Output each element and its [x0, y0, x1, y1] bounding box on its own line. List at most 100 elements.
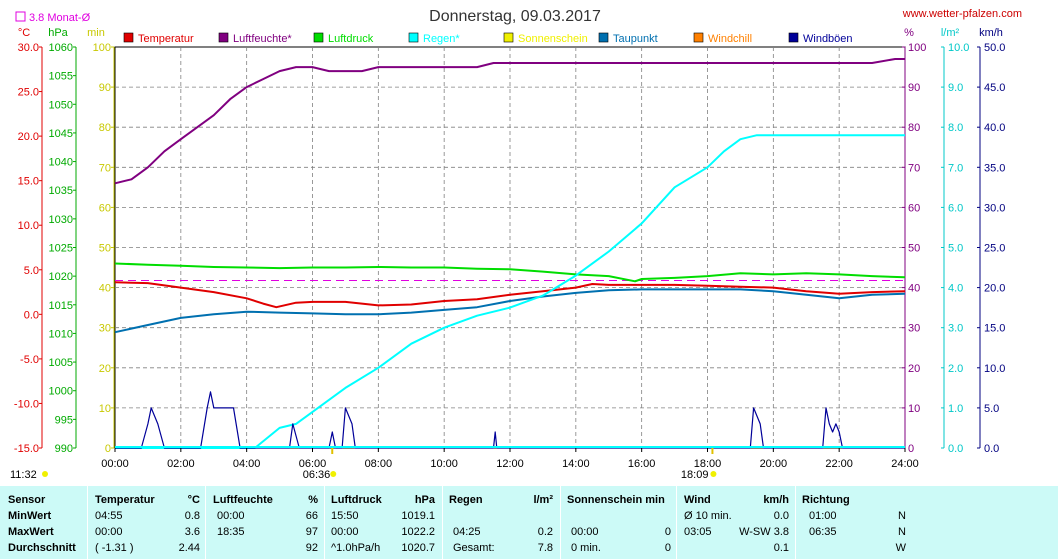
legend-label-humidity: Luftfeuchte*: [233, 33, 292, 45]
weather-chart: Donnerstag, 09.03.2017 www.wetter-pfalze…: [10, 8, 1022, 481]
axis-label-humidity: 20: [908, 363, 920, 375]
x-tick-label: 12:00: [496, 458, 524, 470]
monthly-avg-icon: [15, 11, 26, 22]
axis-label-sunshine: 20: [99, 363, 111, 375]
stats-cell-direction-time: 06:35: [809, 526, 837, 538]
stats-cell-wind-time: Ø 10 min.: [684, 510, 732, 522]
axis-label-pressure: 995: [55, 414, 73, 426]
axis-label-sunshine: 0: [105, 443, 111, 455]
axis-label-rain: 8.0: [948, 122, 963, 134]
stats-cell-direction-value: W: [895, 542, 906, 554]
legend-swatch-pressure: [313, 32, 324, 43]
stats-column-divider: [205, 486, 206, 559]
legend-label-windchill: Windchill: [708, 33, 752, 45]
x-tick-label: 02:00: [167, 458, 195, 470]
axis-label-wind: 40.0: [984, 122, 1005, 134]
axis-label-rain: 6.0: [948, 202, 963, 214]
axis-label-rain: 5.0: [948, 243, 963, 255]
legend-swatch-windchill: [693, 32, 704, 43]
axis-label-temperature: 25.0: [18, 87, 39, 99]
axis-label-pressure: 990: [55, 443, 73, 455]
stats-cell-temperature-time: 00:00: [95, 526, 123, 538]
axis-label-humidity: 70: [908, 162, 920, 174]
axis-label-sunshine: 80: [99, 122, 111, 134]
axis-label-temperature: 10.0: [18, 220, 39, 232]
axis-label-wind: 5.0: [984, 403, 999, 415]
website-link[interactable]: www.wetter-pfalzen.com: [902, 8, 1022, 20]
legend-swatch-dewpoint: [598, 32, 609, 43]
unit-pressure: hPa: [48, 27, 68, 39]
axis-label-pressure: 1015: [49, 300, 73, 312]
stats-cell-pressure-time: 15:50: [331, 510, 359, 522]
x-tick-label: 18:00: [694, 458, 722, 470]
legend-label-sunshine: Sonnenschein: [518, 33, 588, 45]
stats-cell-humidity-value: 97: [305, 526, 318, 538]
stats-header-unit: l/m²: [533, 494, 553, 506]
series-line-rain: [115, 134, 905, 449]
statistics-table: Sensor MinWert MaxWert Durchschnitt Temperat…: [0, 486, 1058, 559]
stats-cell-temperature-time: 04:55: [95, 510, 123, 522]
stats-cell-temperature-value: 3.6: [184, 526, 200, 538]
axis-label-wind: 15.0: [984, 323, 1005, 335]
axis-label-rain: 7.0: [948, 162, 963, 174]
axis-label-temperature: -10.0: [14, 398, 39, 410]
axes: 30.0 25.0 20.0 15.0 10.0 5.0 0.0 -5.0 -10.0 -15.0…: [14, 42, 1006, 455]
axis-label-wind: 0.0: [984, 443, 999, 455]
stats-cell-humidity-value: 66: [305, 510, 318, 522]
stats-column-divider: [87, 486, 88, 559]
x-tick-label: 14:00: [562, 458, 590, 470]
series-line-temperature: [114, 281, 906, 309]
axis-label-temperature: 30.0: [18, 42, 39, 54]
axis-label-pressure: 1025: [49, 243, 73, 255]
axis-label-rain: 0.0: [948, 443, 963, 455]
axis-label-rain: 2.0: [948, 363, 963, 375]
unit-rain: l/m²: [941, 27, 960, 39]
sunrise-label: 06:36: [303, 469, 331, 481]
stats-cell-rain-time: 04:25: [453, 526, 481, 538]
axis-label-wind: 50.0: [984, 42, 1005, 54]
axis-label-pressure: 1010: [49, 328, 73, 340]
axis-label-humidity: 80: [908, 122, 920, 134]
stats-cell-rain-time: Gesamt:: [453, 542, 495, 554]
axis-label-wind: 25.0: [984, 243, 1005, 255]
stats-header-unit: °C: [187, 494, 200, 506]
axis-label-rain: 1.0: [948, 403, 963, 415]
sun-dot-icon: [42, 471, 48, 477]
stats-cell-wind-time: 03:05: [684, 526, 712, 538]
series-line-dewpoint: [114, 288, 906, 334]
axis-label-wind: 45.0: [984, 82, 1005, 94]
axis-label-pressure: 1055: [49, 71, 73, 83]
legend-swatch-humidity: [218, 32, 229, 43]
x-tick-label: 24:00: [891, 458, 919, 470]
axis-label-pressure: 1005: [49, 357, 73, 369]
stats-cell-pressure-time: ^1.0hPa/h: [331, 542, 381, 554]
chart-legend: Temperatur Luftfeuchte* Luftdruck Regen* Son…: [123, 32, 853, 45]
axis-label-humidity: 40: [908, 283, 920, 295]
axis-label-sunshine: 30: [99, 323, 111, 335]
series-line-humidity: [114, 58, 905, 185]
legend-label-gust: Windböen: [803, 33, 853, 45]
axis-label-rain: 3.0: [948, 323, 963, 335]
stats-header: Luftdruck: [331, 494, 382, 506]
stats-cell-direction-time: 01:00: [809, 510, 837, 522]
stats-row-label: MinWert: [8, 510, 52, 522]
stats-header: Richtung: [802, 494, 850, 506]
monthly-avg-label: 3.8 Monat-Ø: [29, 12, 91, 24]
stats-column-divider: [442, 486, 443, 559]
axis-label-pressure: 1035: [49, 185, 73, 197]
sunset-label: 18:09: [681, 469, 709, 481]
axis-label-wind: 10.0: [984, 363, 1005, 375]
axis-label-sunshine: 40: [99, 283, 111, 295]
stats-cell-pressure-value: 1022.2: [401, 526, 435, 538]
stats-cell-temperature-value: 2.44: [178, 542, 200, 554]
stats-cell-humidity-time: 00:00: [217, 510, 245, 522]
data-series: [114, 58, 906, 449]
axis-label-humidity: 50: [908, 243, 920, 255]
stats-cell-wind-value: 0.0: [773, 510, 789, 522]
legend-label-dewpoint: Taupunkt: [613, 33, 658, 45]
legend-label-pressure: Luftdruck: [328, 33, 374, 45]
stats-cell-temperature-time: ( -1.31 ): [95, 542, 134, 554]
axis-label-humidity: 90: [908, 82, 920, 94]
stats-cell-sunshine-value: 0: [664, 526, 671, 538]
axis-label-temperature: 20.0: [18, 131, 39, 143]
